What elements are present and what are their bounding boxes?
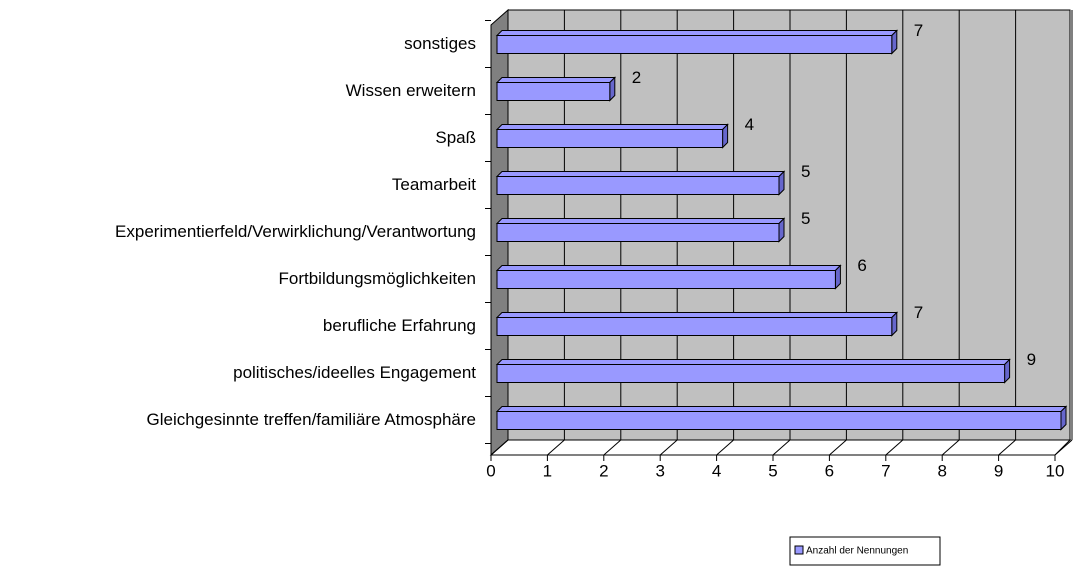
- floor-grid-line: [547, 439, 565, 456]
- y-tick-label: Wissen erweitern: [346, 81, 476, 100]
- y-tick-label: Fortbildungsmöglichkeiten: [279, 269, 477, 288]
- bar: [496, 317, 893, 336]
- bar-top: [495, 312, 899, 318]
- floor-grid-line: [941, 439, 960, 456]
- y-tick-label: Gleichgesinnte treffen/familiäre Atmosph…: [147, 410, 476, 429]
- x-tick-label: 6: [825, 461, 834, 480]
- bar-top: [495, 171, 786, 177]
- x-tick-label: 4: [712, 461, 721, 480]
- y-tick-label: Teamarbeit: [392, 175, 476, 194]
- y-tick-label: berufliche Erfahrung: [323, 316, 476, 335]
- legend-swatch: [794, 545, 804, 555]
- floor-grid-line: [829, 439, 847, 456]
- y-tick-label: Experimentierfeld/Verwirklichung/Verantw…: [115, 222, 476, 241]
- bar: [496, 35, 893, 54]
- bar: [496, 176, 780, 195]
- legend-box: [789, 536, 941, 566]
- bar-top: [495, 218, 786, 224]
- floor-grid-line: [603, 439, 622, 456]
- bar-top: [495, 359, 1011, 365]
- floor: [489, 439, 1072, 456]
- floor-grid-line: [1054, 439, 1073, 456]
- x-tick-label: 0: [486, 461, 495, 480]
- value-label: 2: [632, 68, 641, 87]
- bar: [496, 82, 611, 101]
- bar-top: [495, 265, 842, 271]
- bar: [496, 270, 836, 289]
- value-label: 7: [914, 303, 923, 322]
- x-tick-label: 1: [543, 461, 552, 480]
- bar-top: [495, 406, 1068, 412]
- value-label: 7: [914, 21, 923, 40]
- bar: [496, 129, 724, 148]
- y-tick-label: Spaß: [435, 128, 476, 147]
- value-label: 5: [801, 209, 810, 228]
- y-tick-label: politisches/ideelles Engagement: [233, 363, 476, 382]
- x-tick-label: 2: [599, 461, 608, 480]
- y-tick-label: sonstiges: [404, 34, 476, 53]
- value-label: 5: [801, 162, 810, 181]
- x-tick-label: 5: [768, 461, 777, 480]
- floor-grid-line: [490, 439, 509, 456]
- bar-top: [495, 30, 899, 36]
- bar: [496, 411, 1062, 430]
- value-label: 4: [745, 115, 754, 134]
- bar: [496, 223, 780, 242]
- x-tick-label: 10: [1046, 461, 1065, 480]
- legend: Anzahl der Nennungen: [789, 536, 941, 566]
- x-tick-label: 3: [655, 461, 664, 480]
- value-label: 9: [1027, 350, 1036, 369]
- floor-grid-line: [659, 439, 678, 456]
- value-label: 6: [857, 256, 866, 275]
- floor-grid-line: [716, 439, 734, 456]
- bar-top: [495, 124, 729, 130]
- floor-grid-line: [998, 439, 1016, 456]
- bar-top: [495, 77, 617, 83]
- floor-grid-line: [885, 439, 904, 456]
- x-tick-label: 9: [994, 461, 1003, 480]
- x-tick-label: 7: [881, 461, 890, 480]
- floor-grid-line: [772, 439, 791, 456]
- bar: [496, 364, 1006, 383]
- legend-label: Anzahl der Nennungen: [806, 546, 908, 557]
- x-tick-label: 8: [937, 461, 946, 480]
